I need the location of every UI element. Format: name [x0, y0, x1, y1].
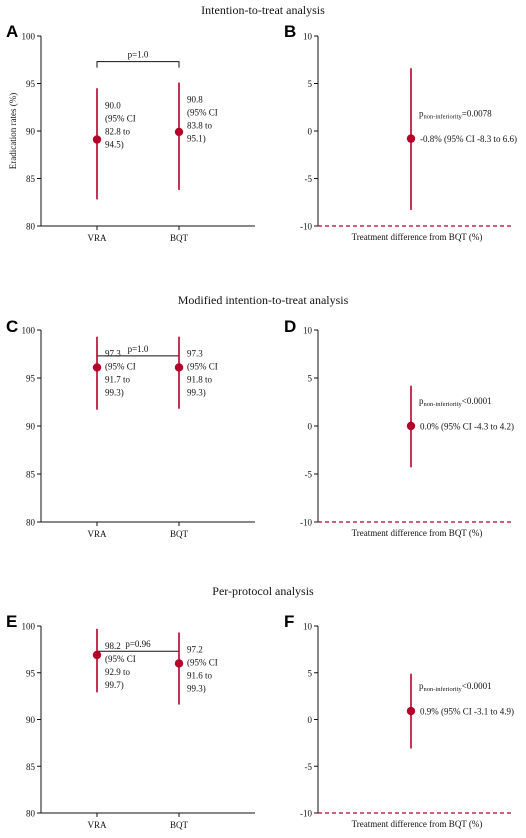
data-label: (95% CI	[105, 654, 136, 664]
y-tick-label: 95	[26, 79, 36, 89]
section-title-mitt: Modified intention-to-treat analysis	[177, 293, 349, 307]
data-label: 0.0% (95% CI -4.3 to 4.2)	[420, 422, 514, 432]
y-tick-label: 80	[26, 222, 36, 232]
data-label: (95% CI	[187, 362, 218, 372]
data-label: (95% CI	[105, 113, 136, 123]
x-axis-label: Treatment difference from BQT (%)	[352, 528, 483, 538]
y-tick-label: 5	[308, 668, 313, 678]
p-noninferiority-label: pnon-inferiority<0.0001	[419, 681, 492, 693]
data-label: (95% CI	[105, 362, 136, 372]
data-label: 90.0	[105, 100, 121, 110]
y-tick-label: 85	[26, 470, 36, 480]
point-marker	[406, 421, 416, 431]
data-label: 97.3	[187, 349, 203, 359]
p-noninferiority-label: pnon-inferiority=0.0078	[419, 109, 492, 121]
x-tick-label: VRA	[87, 529, 107, 539]
point-marker	[92, 135, 102, 144]
data-label: 95.1)	[187, 134, 206, 144]
data-label: 83.8 to	[187, 121, 213, 131]
data-label: (95% CI	[187, 658, 218, 668]
point-marker	[174, 659, 184, 668]
data-label: 98.2	[105, 641, 121, 651]
p-value-label: p=0.96	[125, 639, 151, 649]
panel-letter-f: F	[284, 612, 295, 631]
data-label: 99.3)	[187, 684, 206, 694]
y-tick-label: 100	[22, 32, 36, 42]
significance-bracket	[96, 61, 180, 68]
data-label: 99.7)	[105, 680, 124, 690]
x-tick-label: BQT	[170, 233, 189, 243]
section-title-itt: Intention-to-treat analysis	[201, 3, 325, 17]
point-marker	[406, 706, 416, 716]
y-axis-label: Eradication rates (%)	[8, 93, 18, 169]
y-tick-label: 5	[308, 374, 313, 384]
p-noninferiority-label: pnon-inferiority<0.0001	[419, 396, 492, 408]
y-tick-label: 0	[308, 715, 313, 725]
x-tick-label: BQT	[170, 820, 189, 830]
y-tick-label: 10	[303, 32, 313, 42]
y-tick-label: -5	[305, 762, 313, 772]
y-tick-label: 90	[26, 127, 36, 137]
y-tick-label: 100	[22, 326, 36, 336]
y-tick-label: 0	[308, 127, 313, 137]
y-tick-label: -5	[305, 174, 313, 184]
y-tick-label: 5	[308, 79, 313, 89]
data-label: 91.7 to	[105, 375, 131, 385]
y-tick-label: 10	[303, 622, 313, 632]
y-tick-label: 80	[26, 809, 36, 819]
point-marker	[92, 363, 102, 372]
panel-letter-c: C	[6, 317, 19, 336]
x-tick-label: VRA	[87, 233, 107, 243]
y-tick-label: 85	[26, 762, 36, 772]
y-tick-label: -10	[300, 518, 312, 528]
data-label: 82.8 to	[105, 126, 131, 136]
data-label: 97.3	[105, 349, 121, 359]
data-label: 91.8 to	[187, 375, 213, 385]
data-label: -0.8% (95% CI -8.3 to 6.6)	[420, 134, 517, 144]
data-label: 94.5)	[105, 139, 124, 149]
x-axis-label: Treatment difference from BQT (%)	[352, 232, 483, 242]
y-tick-label: 90	[26, 422, 36, 432]
x-axis-label: Treatment difference from BQT (%)	[352, 819, 483, 829]
data-label: 0.9% (95% CI -3.1 to 4.9)	[420, 707, 514, 717]
y-tick-label: 85	[26, 174, 36, 184]
y-tick-label: 10	[303, 326, 313, 336]
point-marker	[92, 650, 102, 660]
data-label: 99.3)	[187, 388, 206, 398]
data-label: 90.8	[187, 95, 203, 105]
data-label: 91.6 to	[187, 671, 213, 681]
data-label: 92.9 to	[105, 667, 131, 677]
y-tick-label: 90	[26, 715, 36, 725]
point-marker	[174, 363, 184, 372]
panel-letter-d: D	[284, 317, 297, 336]
data-label: 99.3)	[105, 388, 124, 398]
x-tick-label: BQT	[170, 529, 189, 539]
y-tick-label: 100	[22, 622, 36, 632]
p-value-label: p=1.0	[128, 344, 149, 354]
y-tick-label: -5	[305, 470, 313, 480]
point-marker	[406, 134, 416, 143]
panel-letter-e: E	[6, 612, 18, 631]
panel-letter-a: A	[6, 22, 19, 41]
point-marker	[174, 127, 184, 137]
p-value-label: p=1.0	[128, 50, 149, 60]
y-tick-label: 0	[308, 422, 313, 432]
y-tick-label: 80	[26, 518, 36, 528]
y-tick-label: -10	[300, 809, 312, 819]
panel-letter-b: B	[284, 22, 297, 41]
y-tick-label: -10	[300, 222, 312, 232]
y-tick-label: 95	[26, 668, 36, 678]
section-title-pp: Per-protocol analysis	[212, 584, 314, 598]
y-tick-label: 95	[26, 374, 36, 384]
x-tick-label: VRA	[87, 820, 107, 830]
data-label: 97.2	[187, 645, 203, 655]
data-label: (95% CI	[187, 108, 218, 118]
